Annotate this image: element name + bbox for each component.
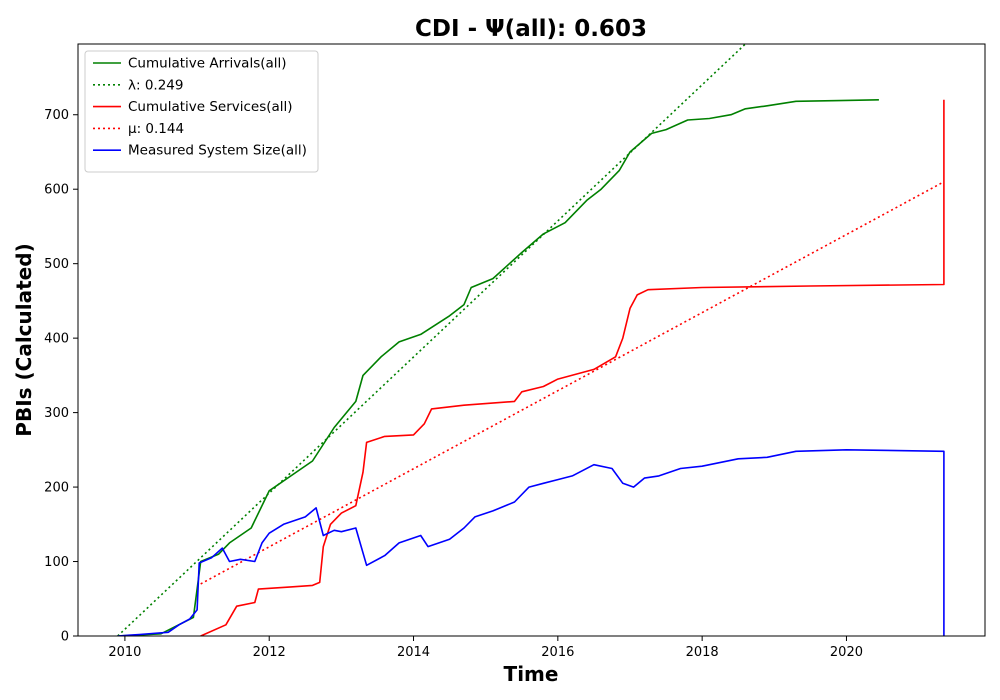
plot-area bbox=[117, 44, 945, 636]
x-tick-label: 2020 bbox=[830, 645, 863, 660]
series-line-4 bbox=[117, 449, 945, 636]
x-axis: 2010 2012 2014 2016 2018 2020 bbox=[108, 636, 863, 660]
y-tick-label: 200 bbox=[44, 481, 69, 496]
plot-frame bbox=[77, 43, 986, 637]
y-tick-label: 0 bbox=[61, 630, 69, 645]
x-tick-label: 2016 bbox=[541, 645, 574, 660]
series-line-3 bbox=[200, 181, 945, 585]
series-line-2 bbox=[200, 99, 945, 636]
legend-box bbox=[84, 50, 319, 173]
x-axis-title: Time bbox=[504, 662, 559, 686]
y-tick-label: 300 bbox=[44, 406, 69, 421]
y-tick-label: 400 bbox=[44, 332, 69, 347]
chart-title: CDI - Ψ(all): 0.603 bbox=[415, 16, 647, 42]
x-tick-label: 2010 bbox=[108, 645, 141, 660]
series-line-0 bbox=[117, 99, 879, 636]
x-tick-label: 2012 bbox=[253, 645, 286, 660]
y-axis-title: PBIs (Calculated) bbox=[12, 243, 36, 436]
y-tick-label: 600 bbox=[44, 183, 69, 198]
y-tick-label: 500 bbox=[44, 257, 69, 272]
x-tick-label: 2014 bbox=[397, 645, 430, 660]
x-tick-label: 2018 bbox=[686, 645, 719, 660]
y-tick-label: 700 bbox=[44, 108, 69, 123]
legend-label: Cumulative Arrivals(all) bbox=[128, 56, 287, 72]
legend-label: Measured System Size(all) bbox=[128, 143, 307, 159]
legend: Cumulative Arrivals(all) λ: 0.249 Cumulati… bbox=[84, 50, 319, 173]
y-axis: 0 100 200 300 400 500 600 700 bbox=[44, 108, 78, 645]
legend-label: μ: 0.144 bbox=[128, 121, 184, 137]
legend-label: λ: 0.249 bbox=[128, 77, 183, 93]
series-line-1 bbox=[117, 44, 746, 636]
y-tick-label: 100 bbox=[44, 555, 69, 570]
legend-label: Cumulative Services(all) bbox=[128, 99, 293, 115]
